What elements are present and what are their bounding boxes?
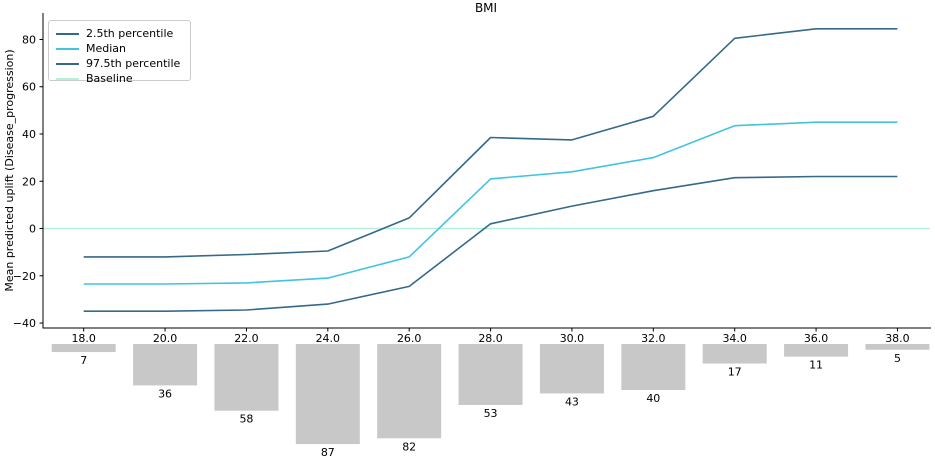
histogram-count-label: 43 [565,395,579,408]
y-tick-label: 60 [22,81,36,94]
x-tick-label: 28.0 [478,332,503,345]
legend-label: Baseline [86,72,133,85]
histogram-bar [539,344,604,394]
histogram-bar [295,344,360,445]
x-tick-label: 32.0 [641,332,666,345]
y-tick-label: 40 [22,128,36,141]
histogram-bar [458,344,523,405]
x-tick-label: 22.0 [234,332,259,345]
x-tick-label: 36.0 [804,332,829,345]
legend-label: 97.5th percentile [86,57,181,70]
legend: 2.5th percentile Median 97.5th percentile B… [48,20,192,85]
legend-item-median: Median [56,41,180,56]
histogram-bar [784,344,849,357]
legend-label: Median [86,42,127,55]
histogram-count-label: 11 [809,359,823,372]
x-tick-label: 24.0 [316,332,341,345]
histogram-count-label: 87 [321,446,335,457]
y-tick-label: −20 [13,270,36,283]
histogram-bar [214,344,279,411]
histogram-count-label: 58 [239,413,253,426]
x-tick-label: 34.0 [722,332,747,345]
legend-item-2-5th-percentile: 2.5th percentile [56,26,180,41]
x-tick-label: 20.0 [153,332,178,345]
histogram-bar [51,344,116,353]
legend-line-swatch [56,47,79,50]
histogram-count-label: 36 [158,387,172,400]
histogram-bar [702,344,767,364]
legend-line-swatch [56,32,79,35]
legend-line-swatch [56,77,79,80]
y-axis-label: Mean predicted uplift (Disease_progressi… [3,49,16,291]
legend-item-97-5th-percentile: 97.5th percentile [56,56,180,71]
x-tick-label: 38.0 [885,332,910,345]
histogram-count-label: 53 [484,407,498,420]
y-tick-label: 80 [22,33,36,46]
series-line-97-5th-percentile [83,27,898,258]
series-line-2-5th-percentile [83,175,898,313]
legend-item-baseline: Baseline [56,71,180,86]
histogram-count-label: 17 [728,366,742,379]
chart-title: BMI [475,1,497,15]
histogram-bar [621,344,686,390]
x-tick-label: 26.0 [397,332,422,345]
histogram-bar [377,344,442,439]
x-tick-label: 30.0 [560,332,585,345]
y-tick-label: −40 [13,317,36,330]
histogram-count-label: 40 [646,392,660,405]
y-tick-label: 0 [29,223,36,236]
series-line-median [83,121,898,285]
legend-label: 2.5th percentile [86,27,174,40]
histogram-bar [133,344,198,386]
histogram-count-label: 7 [80,354,87,367]
histogram-count-label: 5 [894,352,901,365]
y-tick-label: 20 [22,175,36,188]
x-tick-label: 18.0 [71,332,96,345]
legend-line-swatch [56,62,79,65]
histogram-count-label: 82 [402,440,416,453]
histogram-bar [865,344,930,350]
